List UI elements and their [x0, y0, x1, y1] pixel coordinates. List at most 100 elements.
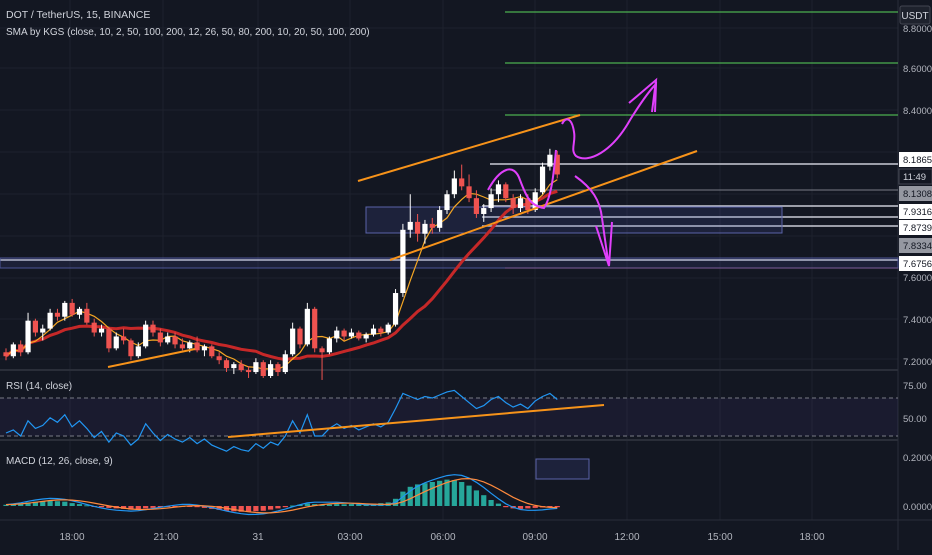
macd-bar — [150, 506, 156, 508]
support-trend-line[interactable] — [107, 348, 196, 368]
currency-badge[interactable] — [899, 5, 931, 25]
horizontal-levels[interactable] — [0, 11, 898, 269]
macd-bar — [495, 503, 502, 506]
candle-body — [201, 346, 208, 351]
candle-body — [91, 322, 97, 333]
macd-bar — [260, 506, 266, 511]
candle-body — [62, 302, 68, 317]
lower-zone[interactable] — [0, 257, 899, 269]
macd-bar — [466, 485, 472, 506]
candle-body — [378, 328, 384, 333]
candle-body — [532, 192, 538, 211]
macd-bar — [473, 490, 479, 506]
macd-bar — [525, 506, 531, 509]
macd-bar — [532, 506, 538, 508]
channel-lower-line[interactable] — [389, 150, 698, 261]
macd-bar — [172, 506, 178, 507]
candle-body — [503, 184, 509, 199]
price-tick-label: 7.4000 — [903, 315, 932, 326]
price-tag-label: 8.1308 — [903, 189, 932, 200]
candle-body — [223, 360, 230, 369]
candle-body — [98, 328, 105, 333]
candle-body — [297, 328, 303, 345]
macd-bar — [459, 482, 465, 506]
sma-fast-line — [5, 179, 558, 370]
candle-body — [128, 340, 134, 357]
candle-body — [290, 328, 296, 355]
candle-body — [517, 198, 524, 209]
candle-body — [47, 312, 53, 329]
time-tick-label: 06:00 — [430, 532, 455, 543]
candle-body — [451, 178, 457, 195]
macd-legend: MACD (12, 26, close, 9) — [6, 456, 113, 467]
candle-body — [245, 370, 252, 373]
candle-body — [275, 364, 281, 373]
macd-bar — [275, 506, 281, 509]
candle-body — [473, 198, 479, 214]
candle-body — [554, 154, 560, 175]
macd-bar — [407, 486, 413, 506]
candle-body — [437, 210, 443, 228]
macd-bar — [488, 500, 494, 506]
macd-bar — [238, 506, 244, 512]
rsi-trend-line[interactable] — [227, 404, 605, 438]
macd-bar — [253, 506, 259, 512]
time-tick-label: 21:00 — [153, 532, 178, 543]
candle-body — [510, 198, 516, 209]
channel-upper-line[interactable] — [357, 114, 581, 182]
macd-top-label: 0.2000 — [903, 453, 932, 464]
candle-body — [231, 364, 237, 369]
candle-body — [481, 208, 487, 214]
price-axis[interactable]: 8.8000 8.6000 8.4000 7.6000 7.4000 7.2000 — [903, 24, 932, 368]
candle-body — [495, 184, 502, 195]
candle-body — [356, 332, 362, 339]
macd-bar — [40, 501, 46, 506]
time-tick-label: 03:00 — [337, 532, 362, 543]
time-axis[interactable]: 18:00 21:00 31 03:00 06:00 09:00 12:00 15:00 18:… — [59, 532, 824, 543]
candle-body — [209, 346, 215, 357]
candle-body — [121, 336, 127, 341]
macd-signal-line — [5, 477, 558, 514]
macd-bar — [348, 504, 355, 506]
macd-bar — [76, 504, 83, 506]
candle-body — [69, 302, 75, 315]
macd-bar — [201, 506, 208, 508]
macd-bar — [128, 506, 134, 510]
candle-body — [444, 194, 450, 211]
macd-bar — [32, 501, 38, 506]
supply-zone[interactable] — [365, 206, 783, 234]
macd-bar — [143, 506, 149, 509]
candle-body — [253, 362, 259, 373]
bearish-scenario-path[interactable] — [487, 149, 613, 267]
candle-body — [385, 324, 391, 333]
rsi-band — [0, 398, 898, 436]
price-tag — [899, 204, 932, 219]
macd-bar — [216, 506, 222, 510]
candle-body — [25, 320, 31, 353]
candle-body — [547, 154, 553, 167]
macd-bar — [268, 506, 274, 510]
macd-bar — [187, 506, 193, 507]
price-tick-label: 8.6000 — [903, 64, 932, 75]
price-tag — [899, 220, 932, 235]
candle-body — [407, 221, 413, 230]
bullish-scenario-path[interactable] — [561, 77, 658, 160]
candle-body — [429, 223, 435, 228]
candle-body — [326, 338, 332, 353]
candle-body — [165, 336, 171, 343]
macd-bar — [282, 506, 288, 508]
price-tag — [899, 152, 932, 167]
candle-body — [459, 178, 465, 187]
macd-bar — [422, 483, 428, 506]
macd-zero-label: 0.0000 — [903, 502, 932, 513]
candle-body — [40, 328, 46, 333]
macd-bar — [18, 503, 24, 506]
candle-body — [525, 198, 531, 211]
macd-bar — [245, 506, 252, 512]
rsi-line — [5, 389, 558, 452]
price-tag — [899, 256, 932, 271]
macd-highlight-box[interactable] — [535, 458, 590, 480]
time-tick-label: 12:00 — [614, 532, 639, 543]
